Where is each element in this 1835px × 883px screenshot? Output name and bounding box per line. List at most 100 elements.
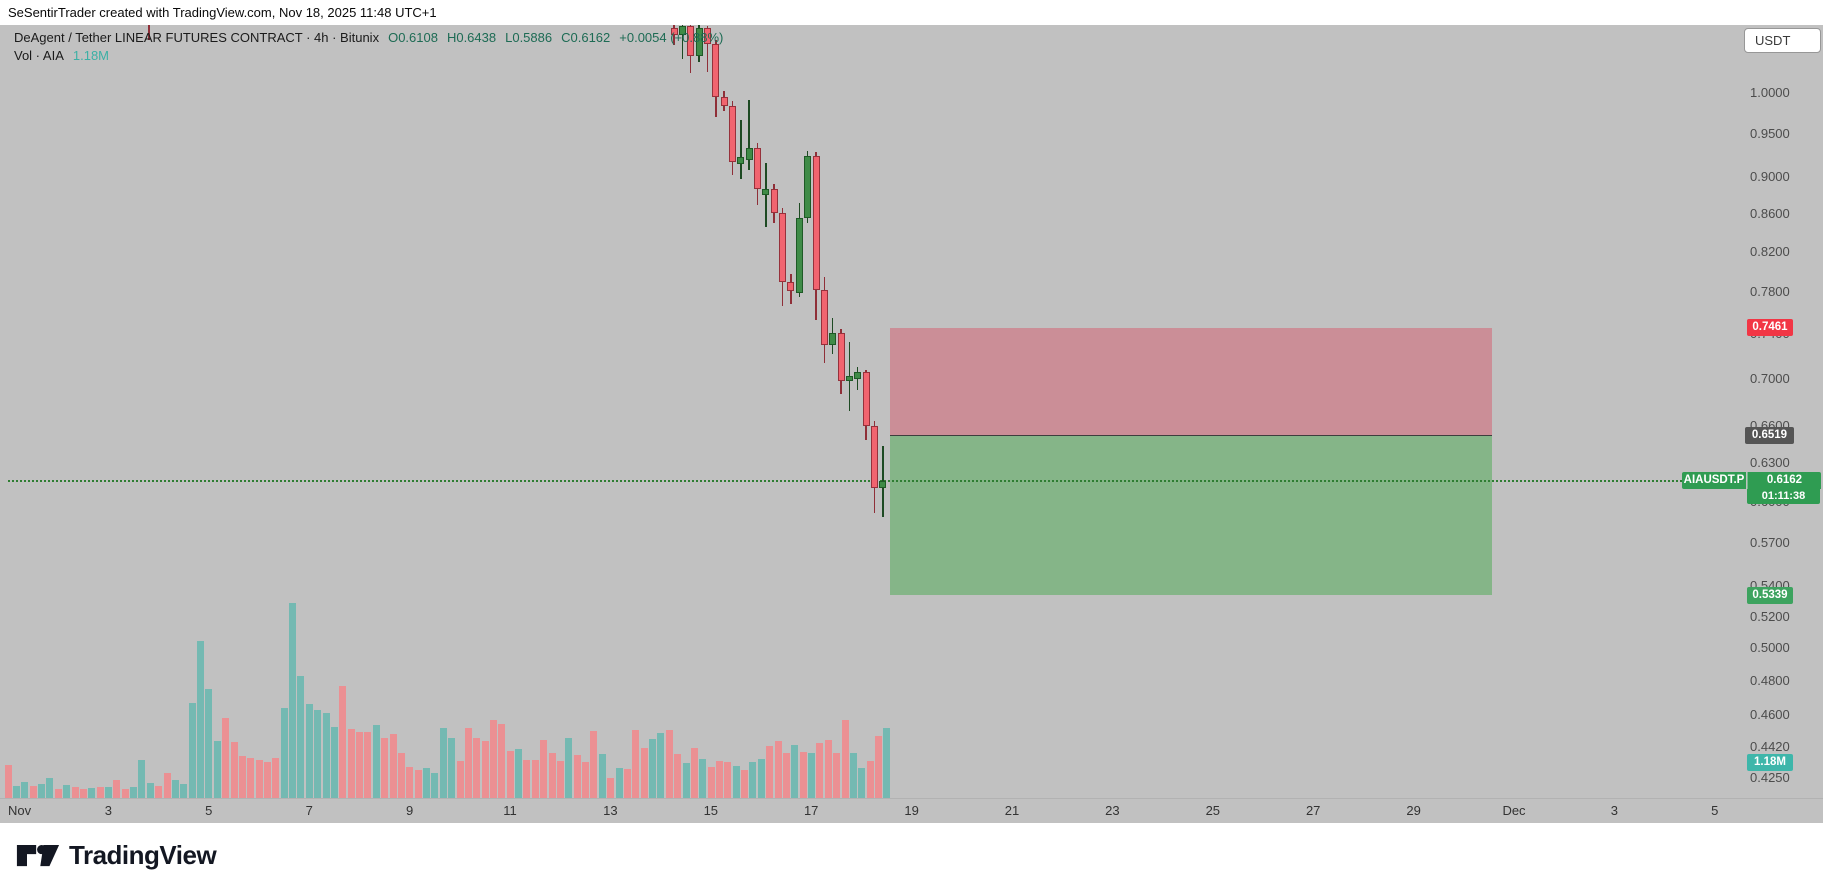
position-loss-zone[interactable] [890, 327, 1492, 436]
time-tick-label: 17 [803, 803, 819, 818]
volume-bar [556, 761, 564, 798]
volume-bar [88, 788, 96, 798]
symbol-title[interactable]: DeAgent / Tether LINEAR FUTURES CONTRACT… [14, 30, 380, 45]
volume-bar [347, 729, 355, 798]
volume-study-label[interactable]: Vol · AIA [14, 48, 64, 63]
volume-bar [104, 787, 112, 798]
volume-bar [598, 754, 606, 798]
candle [812, 156, 820, 290]
volume-bar [699, 759, 707, 798]
volume-bar [406, 767, 414, 798]
volume-axis-badge: 1.18M [1747, 753, 1793, 771]
candle [779, 212, 786, 282]
volume-bar [71, 787, 79, 798]
volume-bar [46, 778, 54, 798]
volume-bar [222, 718, 230, 798]
candle [829, 333, 837, 345]
volume-bar [682, 763, 690, 798]
volume-bar [565, 738, 573, 798]
candle [695, 27, 703, 57]
volume-bar [121, 789, 129, 798]
volume-bar [138, 760, 146, 798]
candle [879, 480, 887, 488]
time-tick-label: 21 [1004, 803, 1020, 818]
volume-bar [314, 710, 322, 798]
tradingview-logo-icon [16, 844, 60, 866]
chart-widget: DeAgent / Tether LINEAR FUTURES CONTRACT… [0, 25, 1823, 823]
volume-bar [330, 727, 338, 798]
volume-bar [180, 784, 188, 798]
volume-bar [665, 730, 673, 798]
time-axis[interactable]: Nov 3 5 7 9 11 13 15 17 19 21 23 25 27 29 Dec 3 5 [0, 798, 1823, 823]
volume-bar [548, 753, 556, 798]
tradingview-logo-text: TradingView [69, 840, 217, 870]
volume-bar [389, 734, 397, 798]
position-profit-zone[interactable] [890, 435, 1492, 596]
volume-bar [79, 789, 87, 798]
time-tick-label: 19 [904, 803, 919, 818]
volume-bar [515, 749, 523, 798]
volume-value: 1.18M [72, 48, 110, 63]
price-tick-label: 0.7000 [1750, 370, 1790, 386]
time-tick-label: 15 [703, 803, 719, 818]
time-tick-label: 5 [205, 803, 213, 818]
currency-unit-button[interactable]: USDT [1744, 28, 1821, 53]
candle [729, 105, 736, 163]
volume-bar [63, 785, 71, 798]
time-tick-label: 3 [104, 803, 113, 818]
volume-bar [473, 738, 481, 798]
legend-main-row: DeAgent / Tether LINEAR FUTURES CONTRACT… [14, 30, 723, 48]
time-tick-label: 25 [1205, 803, 1221, 818]
candle-wick [748, 100, 750, 171]
footer-branding[interactable]: TradingView [16, 840, 217, 871]
volume-bar [757, 759, 765, 798]
time-tick-label: Nov [8, 803, 32, 818]
volume-bar [766, 746, 774, 798]
price-tick-label: 0.9000 [1750, 169, 1790, 185]
candle [712, 44, 720, 97]
volume-bar [690, 748, 698, 798]
candle [837, 333, 845, 381]
price-pane[interactable]: DeAgent / Tether LINEAR FUTURES CONTRACT… [0, 25, 1823, 798]
volume-bar [238, 756, 246, 798]
ticker-chip: AIAUSDT.P [1682, 471, 1746, 489]
volume-bar [808, 753, 815, 798]
volume-bar [163, 773, 171, 798]
volume-bar [649, 739, 656, 798]
volume-bar [774, 741, 782, 798]
volume-bar [255, 760, 263, 798]
time-tick-label: 23 [1105, 803, 1120, 818]
volume-bar [607, 778, 615, 798]
target-price-badge: 0.5339 [1747, 587, 1793, 604]
candle [687, 26, 695, 57]
volume-bar [130, 787, 137, 798]
volume-bar [146, 783, 154, 798]
volume-bar [423, 768, 430, 798]
time-tick-label: 7 [305, 803, 313, 818]
ohlc-open: O0.6108 [388, 30, 438, 45]
volume-bar [749, 762, 757, 798]
candle [795, 218, 803, 293]
price-tick-label: 1.0000 [1750, 85, 1790, 100]
candle [804, 156, 812, 219]
candle-wick [706, 26, 709, 72]
volume-bar [364, 732, 372, 798]
price-tick-label: 0.4250 [1750, 770, 1790, 786]
stop-price-badge: 0.7461 [1747, 319, 1793, 336]
ohlc-close: C0.6162 [561, 30, 611, 45]
volume-bar [155, 786, 163, 798]
volume-bar [280, 708, 288, 798]
time-tick-label: 9 [405, 803, 414, 818]
candle [678, 26, 686, 36]
volume-bar [439, 728, 447, 798]
volume-bar [21, 782, 29, 798]
volume-bar [171, 780, 179, 798]
volume-bar [54, 789, 62, 798]
volume-bar [506, 751, 514, 798]
volume-bar [875, 736, 882, 798]
candle [670, 27, 678, 36]
volume-bar [582, 762, 589, 798]
time-tick-label: Dec [1502, 803, 1526, 818]
position-entry-line[interactable] [890, 434, 1492, 437]
